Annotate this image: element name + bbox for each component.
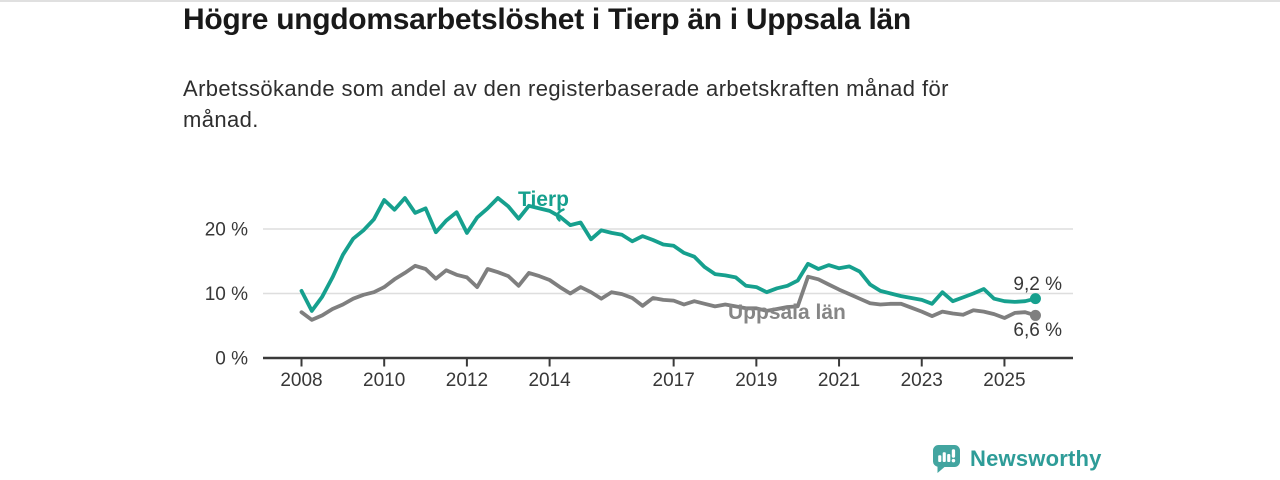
- bar-chart-speech-bubble-icon: [933, 445, 960, 473]
- x-tick-label: 2021: [818, 370, 860, 391]
- x-tick-label: 2012: [446, 370, 488, 391]
- x-tick-label: 2019: [735, 370, 777, 391]
- end-value-label-tierp: 9,2 %: [1013, 274, 1062, 295]
- series-end-dot-uppsala-lan: [1029, 309, 1041, 321]
- series-line-uppsala-lan: [299, 263, 1038, 322]
- x-tick-label: 2025: [983, 370, 1025, 391]
- page-title: Högre ungdomsarbetslöshet i Tierp än i U…: [183, 3, 911, 36]
- series-label-pointer: [556, 208, 565, 222]
- x-tick-label: 2023: [901, 370, 943, 391]
- y-tick-label: 0 %: [215, 349, 248, 370]
- brand-name: Newsworthy: [970, 446, 1102, 471]
- series-label-tierp: Tierp: [518, 188, 569, 211]
- series-line-tierp: [299, 196, 1038, 313]
- end-value-label-uppsala-lan: 6,6 %: [1013, 320, 1062, 341]
- series-end-dot-tierp: [1029, 293, 1041, 305]
- x-tick-label: 2017: [653, 370, 695, 391]
- chart-subtitle: Arbetssökande som andel av den registerb…: [183, 76, 949, 132]
- series-label-uppsala-lan: Uppsala län: [728, 301, 846, 324]
- y-tick-label: 20 %: [205, 220, 248, 241]
- x-tick-label: 2014: [528, 370, 571, 391]
- y-tick-label: 10 %: [205, 284, 248, 305]
- x-tick-label: 2010: [363, 370, 405, 391]
- newsworthy-logo: Newsworthy: [932, 444, 1102, 474]
- x-tick-label: 2008: [280, 370, 322, 391]
